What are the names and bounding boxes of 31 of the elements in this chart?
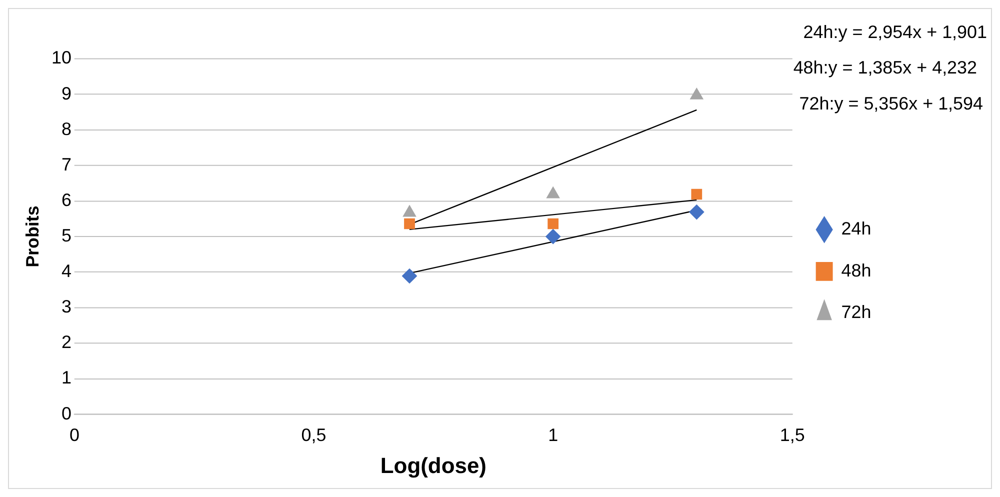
y-tick-label: 8	[62, 118, 72, 139]
point	[402, 205, 416, 217]
legend-label: 72h	[841, 302, 872, 322]
x-tick-label: 1	[548, 424, 558, 445]
y-tick-label: 6	[62, 190, 72, 210]
point	[546, 229, 561, 244]
point	[690, 88, 704, 100]
y-tick-label: 9	[62, 83, 72, 104]
y-tick-label: 7	[62, 154, 72, 174]
text: 48h:y = 1,385x + 4,232	[793, 58, 978, 78]
y-tick-label: 0	[62, 403, 72, 424]
point	[689, 204, 704, 220]
y-axis-title: Probits	[22, 206, 43, 268]
point	[402, 268, 417, 284]
text: 24h:y = 2,954x + 1,901	[803, 22, 988, 42]
y-tick-label: 10	[52, 48, 72, 68]
point	[548, 218, 559, 230]
x-tick-label: 1,5	[780, 424, 805, 445]
y-tick-label: 5	[62, 226, 72, 246]
y-tick-label: 4	[62, 261, 72, 282]
legend-label: 24h	[841, 218, 872, 239]
text: 72h:y = 5,356x + 1,594	[799, 94, 984, 114]
point	[691, 188, 702, 200]
x-axis-title: Log(dose)	[380, 452, 486, 478]
y-tick-label: 2	[62, 332, 72, 352]
y-tick-label: 3	[62, 296, 72, 317]
legend-label: 48h	[841, 260, 872, 280]
y-tick-label: 1	[62, 368, 72, 388]
point	[404, 218, 415, 230]
x-tick-label: 0,5	[301, 424, 326, 445]
point	[546, 186, 560, 198]
